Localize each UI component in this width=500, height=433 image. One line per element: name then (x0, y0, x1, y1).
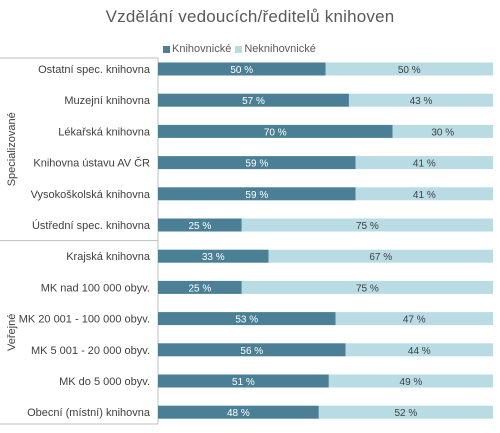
value-label-neknihovnicke-vysokoskolska-knihovna: 41 % (413, 190, 436, 201)
value-label-knihovnicke-muzejni-knihovna: 57 % (242, 96, 265, 107)
bar-neknihovnicke-mk-do-5-000-obyv (328, 374, 493, 388)
value-label-neknihovnicke-mk-20-001-100-000-obyv: 47 % (403, 315, 426, 326)
chart-title: Vzdělání vedoucích/ředitelů knihoven (105, 7, 395, 26)
group-label-specializovane: Specializované (6, 112, 18, 186)
bar-knihovnicke-mk-do-5-000-obyv (158, 374, 329, 388)
value-label-knihovnicke-ostatni-spec-knihovna: 50 % (230, 65, 253, 76)
bar-neknihovnicke-knihovna-ustavu-av-cr (355, 156, 493, 170)
category-label-muzejni-knihovna: Muzejní knihovna (64, 95, 150, 107)
value-label-neknihovnicke-mk-do-5-000-obyv: 49 % (400, 377, 423, 388)
value-label-knihovnicke-vysokoskolska-knihovna: 59 % (245, 190, 268, 201)
bar-neknihovnicke-obecni-mistni-knihovna (318, 405, 493, 419)
bar-knihovnicke-mk-nad-100-000-obyv (158, 280, 242, 294)
value-label-knihovnicke-lekarska-knihovna: 70 % (264, 127, 287, 138)
legend-swatch-neknihovnicke (235, 45, 243, 53)
category-label-knihovna-ustavu-av-cr: Knihovna ústavu AV ČR (33, 157, 150, 170)
bar-neknihovnicke-krajska-knihovna (268, 249, 493, 263)
bar-neknihovnicke-ostatni-spec-knihovna (325, 62, 493, 76)
value-label-knihovnicke-obecni-mistni-knihovna: 48 % (227, 408, 250, 419)
legend-label-knihovnicke: Knihovnické (172, 43, 232, 55)
bar-neknihovnicke-mk-5-001-20-000-obyv (345, 343, 493, 357)
bar-neknihovnicke-muzejni-knihovna (348, 93, 493, 107)
category-label-mk-nad-100-000-obyv: MK nad 100 000 obyv. (41, 282, 150, 294)
value-label-knihovnicke-mk-20-001-100-000-obyv: 53 % (235, 315, 258, 326)
category-label-krajska-knihovna: Krajská knihovna (66, 251, 151, 263)
category-label-vysokoskolska-knihovna: Vysokoškolská knihovna (31, 189, 151, 201)
category-label-ustredni-spec-knihovna: Ústřední spec. knihovna (32, 219, 151, 232)
category-label-mk-do-5-000-obyv: MK do 5 000 obyv. (59, 376, 150, 388)
value-label-neknihovnicke-obecni-mistni-knihovna: 52 % (395, 408, 418, 419)
group-label-verejne: Veřejné (6, 314, 18, 351)
bar-knihovnicke-lekarska-knihovna (158, 124, 393, 138)
bar-neknihovnicke-mk-nad-100-000-obyv (241, 280, 493, 294)
legend-item-knihovnicke: Knihovnické (163, 43, 231, 55)
value-label-knihovnicke-mk-do-5-000-obyv: 51 % (232, 377, 255, 388)
value-label-neknihovnicke-mk-5-001-20-000-obyv: 44 % (408, 346, 431, 357)
bar-knihovnicke-ostatni-spec-knihovna (158, 62, 326, 76)
value-label-neknihovnicke-knihovna-ustavu-av-cr: 41 % (413, 159, 436, 170)
bar-neknihovnicke-lekarska-knihovna (392, 124, 493, 138)
bar-knihovnicke-mk-5-001-20-000-obyv (158, 343, 346, 357)
value-label-neknihovnicke-krajska-knihovna: 67 % (369, 252, 392, 263)
category-label-obecni-mistni-knihovna: Obecní (místní) knihovna (27, 407, 151, 419)
bar-neknihovnicke-vysokoskolska-knihovna (355, 187, 493, 201)
legend-swatch-knihovnicke (163, 45, 170, 53)
bar-knihovnicke-muzejni-knihovna (158, 93, 349, 107)
bar-knihovnicke-vysokoskolska-knihovna (158, 187, 356, 201)
value-label-knihovnicke-mk-5-001-20-000-obyv: 56 % (240, 346, 263, 357)
bar-knihovnicke-obecni-mistni-knihovna (158, 405, 319, 419)
value-label-neknihovnicke-muzejni-knihovna: 43 % (410, 96, 433, 107)
category-label-mk-20-001-100-000-obyv: MK 20 001 - 100 000 obyv. (19, 314, 150, 326)
bar-neknihovnicke-mk-20-001-100-000-obyv (335, 312, 493, 326)
value-label-neknihovnicke-ustredni-spec-knihovna: 75 % (356, 221, 379, 232)
chart-legend: Knihovnické Neknihovnické (163, 43, 320, 55)
value-label-knihovnicke-krajska-knihovna: 33 % (202, 252, 225, 263)
category-label-ostatni-spec-knihovna: Ostatní spec. knihovna (38, 64, 151, 76)
category-label-lekarska-knihovna: Lékařská knihovna (58, 126, 151, 138)
category-label-mk-5-001-20-000-obyv: MK 5 001 - 20 000 obyv. (31, 345, 150, 357)
bar-knihovnicke-krajska-knihovna (158, 249, 269, 263)
bar-knihovnicke-ustredni-spec-knihovna (158, 218, 242, 232)
value-label-neknihovnicke-ostatni-spec-knihovna: 50 % (398, 65, 421, 76)
bar-knihovnicke-mk-20-001-100-000-obyv (158, 312, 336, 326)
bar-knihovnicke-knihovna-ustavu-av-cr (158, 156, 356, 170)
legend-item-neknihovnicke: Neknihovnické (235, 43, 316, 55)
legend-label-neknihovnicke: Neknihovnické (244, 43, 316, 55)
value-label-knihovnicke-ustredni-spec-knihovna: 25 % (188, 221, 211, 232)
value-label-neknihovnicke-lekarska-knihovna: 30 % (431, 127, 454, 138)
value-label-knihovnicke-mk-nad-100-000-obyv: 25 % (188, 283, 211, 294)
value-label-neknihovnicke-mk-nad-100-000-obyv: 75 % (356, 283, 379, 294)
bar-neknihovnicke-ustredni-spec-knihovna (241, 218, 493, 232)
value-label-knihovnicke-knihovna-ustavu-av-cr: 59 % (245, 159, 268, 170)
